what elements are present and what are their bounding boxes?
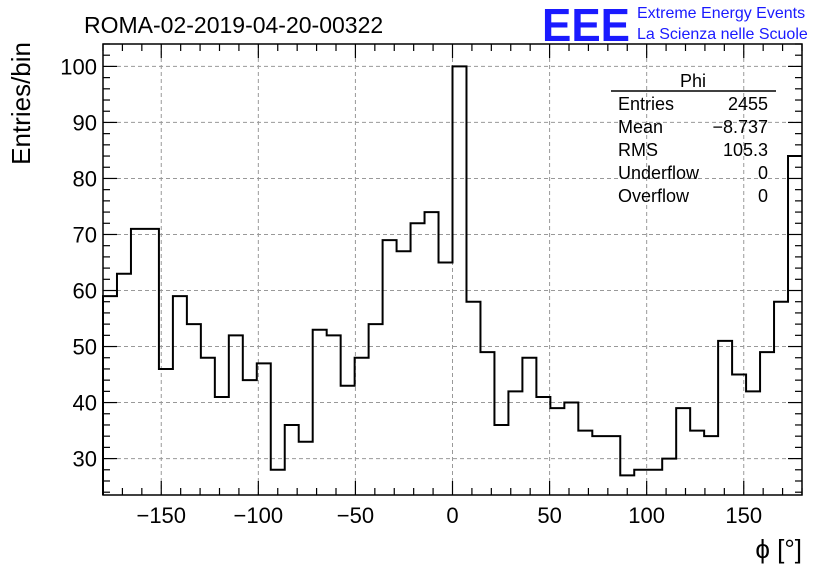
y-tick-label-5: 80 <box>73 166 97 191</box>
y-tick-label-6: 90 <box>73 110 97 135</box>
y-tick-label-1: 40 <box>73 391 97 416</box>
stats-value-entries: 2455 <box>728 94 768 114</box>
y-tick-label-7: 100 <box>60 54 97 79</box>
stats-value-overflow: 0 <box>758 186 768 206</box>
chart-title: ROMA-02-2019-04-20-00322 <box>84 12 383 38</box>
x-tick-label-5: 100 <box>628 503 665 528</box>
y-tick-label-3: 60 <box>73 279 97 304</box>
y-tick-labels: 30 40 50 60 70 80 90 100 <box>60 54 97 471</box>
logo-line-2: La Scienza nelle Scuole <box>637 26 808 43</box>
x-axis-title: ϕ [°] <box>755 534 802 564</box>
x-tick-label-0: −150 <box>136 503 186 528</box>
x-tick-label-4: 50 <box>537 503 561 528</box>
x-tick-label-2: −50 <box>337 503 374 528</box>
x-tick-label-1: −100 <box>234 503 284 528</box>
stats-value-mean: −8.737 <box>712 117 768 137</box>
stats-header: Phi <box>680 71 706 91</box>
stats-rows: Entries 2455 Mean −8.737 RMS 105.3 Underflow 0 O… <box>618 94 768 206</box>
x-tick-label-6: 150 <box>725 503 762 528</box>
y-tick-label-4: 70 <box>73 222 97 247</box>
logo-mark: EEE <box>542 0 630 51</box>
stats-label-rms: RMS <box>618 140 658 160</box>
logo-line-1: Extreme Energy Events <box>637 5 805 22</box>
stats-box: Phi Entries 2455 Mean −8.737 RMS 105.3 Underfl… <box>611 71 776 206</box>
grid <box>103 44 802 495</box>
stats-label-overflow: Overflow <box>618 186 690 206</box>
stats-value-rms: 105.3 <box>723 140 768 160</box>
x-tick-label-3: 0 <box>446 503 458 528</box>
y-axis-title: Entries/bin <box>6 42 36 165</box>
stats-label-underflow: Underflow <box>618 163 700 183</box>
stats-value-underflow: 0 <box>758 163 768 183</box>
y-tick-label-2: 50 <box>73 335 97 360</box>
eee-logo: EEE Extreme Energy Events La Scienza nel… <box>542 0 808 51</box>
stats-label-entries: Entries <box>618 94 674 114</box>
stats-label-mean: Mean <box>618 117 663 137</box>
x-tick-labels: −150 −100 −50 0 50 100 150 <box>136 503 762 528</box>
axis-ticks <box>102 43 803 495</box>
histogram-line <box>102 65 802 495</box>
y-tick-label-0: 30 <box>73 447 97 472</box>
